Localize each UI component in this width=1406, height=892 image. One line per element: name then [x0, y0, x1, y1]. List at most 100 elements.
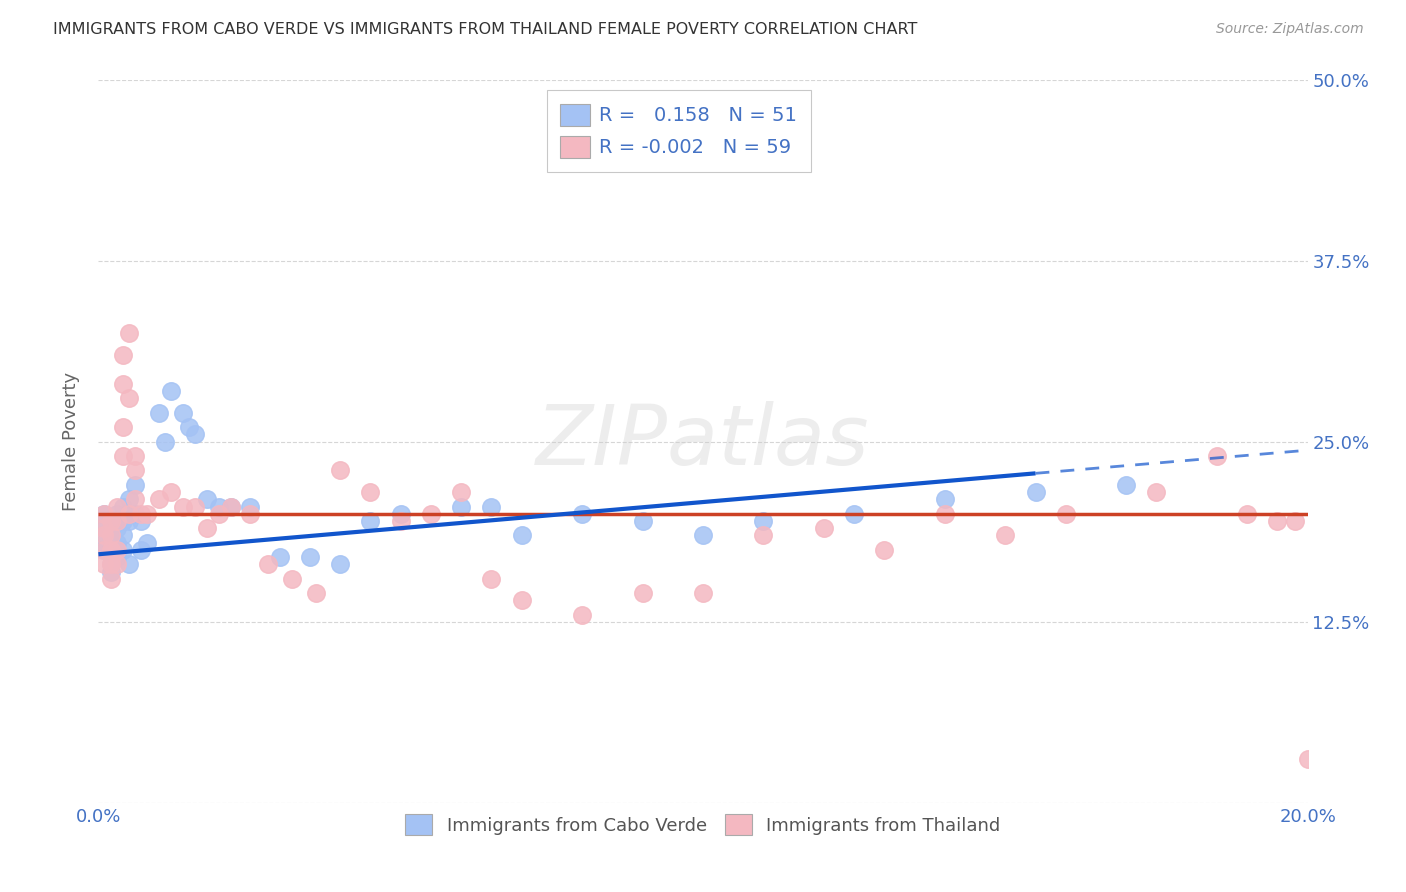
- Point: [129, 542, 152, 557]
- Point: [93, 542, 115, 557]
- Point: [208, 507, 231, 521]
- Point: [934, 492, 956, 507]
- Point: [172, 406, 194, 420]
- Point: [221, 500, 243, 514]
- Point: [105, 558, 128, 572]
- Point: [118, 507, 141, 521]
- Point: [111, 514, 134, 528]
- Point: [179, 420, 201, 434]
- Point: [93, 507, 115, 521]
- Point: [299, 550, 322, 565]
- Y-axis label: Female Poverty: Female Poverty: [62, 372, 80, 511]
- Point: [118, 492, 141, 507]
- Point: [148, 406, 170, 420]
- Point: [93, 558, 115, 572]
- Point: [111, 449, 134, 463]
- Point: [1267, 514, 1289, 528]
- Point: [360, 514, 382, 528]
- Point: [329, 558, 352, 572]
- Point: [752, 528, 775, 542]
- Text: IMMIGRANTS FROM CABO VERDE VS IMMIGRANTS FROM THAILAND FEMALE POVERTY CORRELATIO: IMMIGRANTS FROM CABO VERDE VS IMMIGRANTS…: [53, 22, 918, 37]
- Point: [510, 528, 533, 542]
- Point: [208, 500, 231, 514]
- Point: [184, 427, 207, 442]
- Point: [256, 558, 278, 572]
- Point: [631, 514, 654, 528]
- Point: [481, 500, 503, 514]
- Point: [360, 485, 382, 500]
- Point: [195, 521, 218, 535]
- Point: [93, 521, 115, 535]
- Point: [124, 478, 146, 492]
- Point: [873, 542, 896, 557]
- Point: [195, 492, 218, 507]
- Point: [389, 507, 412, 521]
- Point: [111, 500, 134, 514]
- Point: [111, 542, 134, 557]
- Point: [510, 593, 533, 607]
- Point: [305, 586, 328, 600]
- Point: [172, 500, 194, 514]
- Point: [1115, 478, 1137, 492]
- Point: [481, 572, 503, 586]
- Point: [124, 492, 146, 507]
- Point: [105, 542, 128, 557]
- Point: [111, 528, 134, 542]
- Text: ZIPatlas: ZIPatlas: [536, 401, 870, 482]
- Point: [111, 376, 134, 391]
- Point: [184, 500, 207, 514]
- Point: [269, 550, 291, 565]
- Point: [281, 572, 304, 586]
- Point: [1206, 449, 1229, 463]
- Point: [153, 434, 176, 449]
- Point: [160, 485, 183, 500]
- Point: [813, 521, 835, 535]
- Point: [93, 521, 115, 535]
- Text: Source: ZipAtlas.com: Source: ZipAtlas.com: [1216, 22, 1364, 37]
- Point: [571, 607, 593, 622]
- Point: [420, 507, 443, 521]
- Point: [93, 507, 115, 521]
- Point: [100, 528, 122, 542]
- Point: [93, 528, 115, 542]
- Point: [100, 565, 122, 579]
- Point: [129, 514, 152, 528]
- Point: [100, 572, 122, 586]
- Point: [844, 507, 866, 521]
- Point: [118, 391, 141, 405]
- Legend: Immigrants from Cabo Verde, Immigrants from Thailand: Immigrants from Cabo Verde, Immigrants f…: [396, 805, 1010, 845]
- Point: [111, 348, 134, 362]
- Point: [571, 507, 593, 521]
- Point: [105, 535, 128, 549]
- Point: [100, 558, 122, 572]
- Point: [100, 514, 122, 528]
- Point: [692, 528, 714, 542]
- Point: [752, 514, 775, 528]
- Point: [239, 500, 262, 514]
- Point: [148, 492, 170, 507]
- Point: [450, 500, 472, 514]
- Point: [1236, 507, 1258, 521]
- Point: [135, 535, 157, 549]
- Point: [100, 528, 122, 542]
- Point: [100, 558, 122, 572]
- Point: [105, 507, 128, 521]
- Point: [1284, 514, 1306, 528]
- Point: [93, 535, 115, 549]
- Point: [329, 463, 352, 477]
- Point: [124, 507, 146, 521]
- Point: [93, 542, 115, 557]
- Point: [135, 507, 157, 521]
- Point: [160, 384, 183, 398]
- Point: [111, 420, 134, 434]
- Point: [450, 485, 472, 500]
- Point: [100, 542, 122, 557]
- Point: [118, 326, 141, 340]
- Point: [118, 514, 141, 528]
- Point: [100, 514, 122, 528]
- Point: [631, 586, 654, 600]
- Point: [692, 586, 714, 600]
- Point: [934, 507, 956, 521]
- Point: [105, 521, 128, 535]
- Point: [124, 463, 146, 477]
